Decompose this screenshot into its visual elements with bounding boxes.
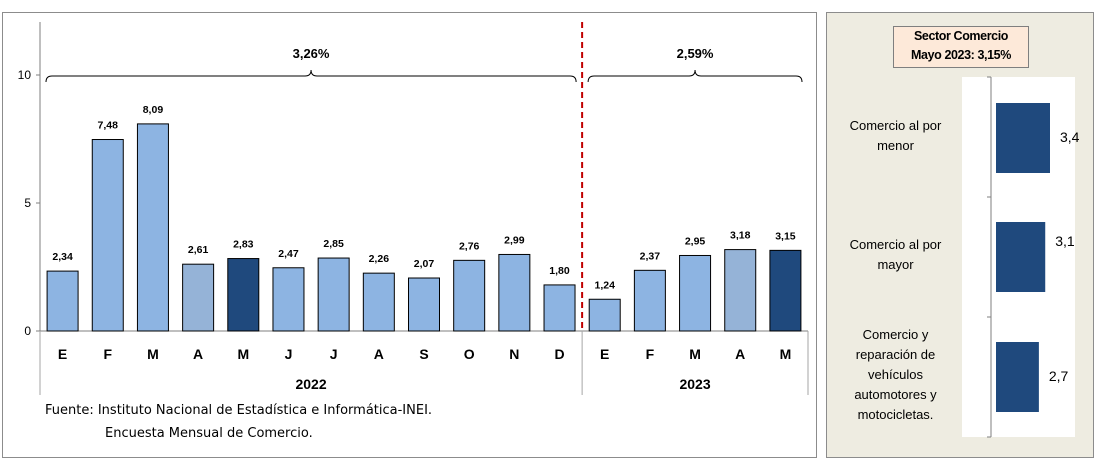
sector-category-label-line: mayor [877,257,914,272]
bar-value-label: 2,26 [369,253,390,265]
source-line-2: Encuesta Mensual de Comercio. [105,426,313,441]
year-group-label: 2022 [295,376,326,392]
bar [543,284,576,332]
month-tick-label: F [646,346,655,362]
month-tick-label: J [330,346,338,362]
sector-category-label-line: menor [877,138,914,153]
bar [136,123,169,332]
month-tick-label: J [285,346,293,362]
sector-bar-value-label: 2,7 [1048,368,1069,384]
sector-bar [996,103,1050,173]
month-tick-label: M [147,346,159,362]
bar [91,139,124,332]
month-tick-label: E [600,346,609,362]
bar [317,257,350,332]
sector-category-label-line: motocicletas. [857,407,934,422]
sector-category-label-line: reparación de [855,347,936,362]
sector-category-label-line: automotores y [854,387,937,402]
bar-value-label: 2,95 [685,235,706,247]
bar [498,253,531,332]
month-tick-label: O [464,346,475,362]
sector-bar [996,222,1046,292]
year-group-label: 2023 [679,376,710,392]
sector-category-label: Comercio al por mayor [833,235,958,275]
bar [46,270,79,332]
sector-title-line1: Sector Comercio [913,29,1009,43]
bar-value-label: 3,18 [730,230,751,242]
sector-title-line2: Mayo 2023: 3,15% [911,48,1011,62]
bar-value-label: 2,99 [504,234,525,246]
bar [182,263,215,332]
bar-value-label: 2,76 [459,240,480,252]
bar [769,249,802,332]
sector-category-label: Comercio al por menor [833,116,958,156]
bar [272,267,305,332]
bar-value-label: 2,47 [278,248,299,260]
bar [633,269,666,332]
month-tick-label: N [509,346,519,362]
sector-category-label: Comercio y reparación de vehículos automoto… [833,325,958,425]
bar-value-label: 1,24 [594,279,615,291]
y-tick-label: 5 [24,196,31,210]
month-tick-label: M [237,346,249,362]
month-tick-label: M [780,346,792,362]
bar [408,277,440,332]
bar-value-label: 3,15 [775,230,796,242]
month-tick-label: D [554,346,564,362]
sector-category-label-line: Comercio y [862,327,929,342]
bar-value-label: 2,85 [323,238,344,250]
bar-value-label: 1,80 [549,265,570,277]
bar [227,258,260,332]
sector-title-box: Sector Comercio Mayo 2023: 3,15% [893,26,1029,68]
bar [679,254,712,332]
period-brace [587,69,803,83]
bar-value-label: 8,09 [143,104,164,116]
y-tick-label: 0 [24,324,31,338]
bar [588,298,621,332]
y-tick-label: 10 [18,68,32,82]
source-line-1: Fuente: Instituto Nacional de Estadístic… [45,403,433,418]
month-tick-label: S [419,346,428,362]
month-tick-label: A [374,346,384,362]
bar [724,249,757,332]
bar-value-label: 2,61 [188,244,209,256]
bar-value-label: 2,83 [233,239,254,251]
sector-category-label-line: Comercio al por [849,237,942,252]
bar [362,272,395,332]
month-tick-label: A [193,346,203,362]
bar-value-label: 2,07 [414,258,435,270]
sector-category-label-line: vehículos [868,367,923,382]
bar-value-label: 2,34 [52,251,73,263]
bar-value-label: 2,37 [640,250,661,262]
sector-category-label-line: Comercio al por [849,118,942,133]
month-tick-label: F [103,346,112,362]
period-brace [45,69,577,83]
month-tick-label: E [58,346,67,362]
period-average-label: 3,26% [293,46,330,61]
month-tick-label: M [689,346,701,362]
bar [453,259,486,332]
bar-value-label: 7,48 [98,120,119,132]
month-tick-label: A [735,346,745,362]
sector-bar-value-label: 3,4 [1060,129,1080,145]
sector-bar-value-label: 3,1 [1055,233,1075,249]
period-average-label: 2,59% [677,46,714,61]
sector-bar [996,342,1039,412]
